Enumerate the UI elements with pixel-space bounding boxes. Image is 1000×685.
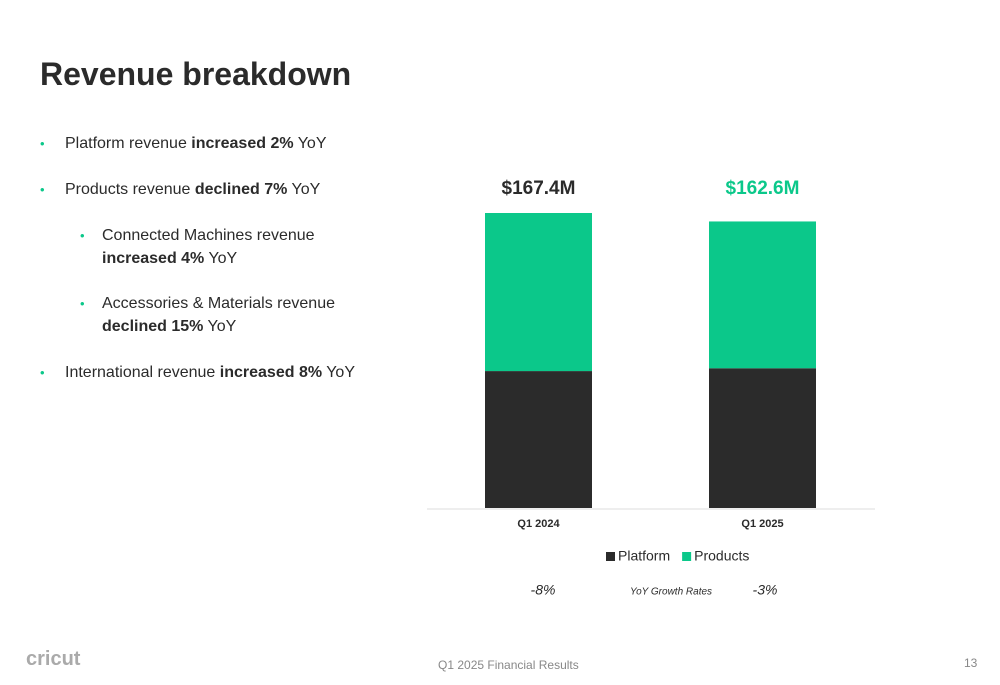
text: Platform revenue <box>65 135 192 152</box>
slide-title: Revenue breakdown <box>40 56 352 92</box>
bold-text: increased 8% <box>219 364 323 381</box>
bullet-dot: • <box>40 365 45 380</box>
x-tick-label: Q1 2024 <box>517 518 560 530</box>
bullet: • Products revenue declined 7% YoY <box>40 178 385 201</box>
bar-segment <box>709 221 816 369</box>
text: YoY <box>322 364 355 381</box>
footer-text: Q1 2025 Financial Results <box>438 658 579 672</box>
growth-rate: -3% <box>753 582 778 598</box>
total-label: $162.6M <box>726 178 800 199</box>
bold-text: increased 4% <box>102 250 205 267</box>
bar-segment <box>485 371 592 508</box>
bold-text: increased 2% <box>191 135 294 152</box>
text: Accessories & Materials revenue <box>102 295 340 312</box>
logo: cricut <box>26 648 81 670</box>
growth-rate: -8% <box>531 582 556 598</box>
legend-label: Platform <box>618 548 670 564</box>
text: Connected Machines revenue <box>102 227 320 244</box>
legend-label: Products <box>694 548 749 564</box>
text: YoY <box>287 181 321 198</box>
bar-segment <box>485 213 592 372</box>
bullet-dot: • <box>80 296 85 311</box>
bold-text: declined 7% <box>194 181 288 198</box>
x-tick-label: Q1 2025 <box>741 518 783 530</box>
bullet: • International revenue increased 8% YoY <box>40 361 385 384</box>
legend-swatch <box>682 552 692 561</box>
text: YoY <box>203 318 237 335</box>
text: YoY <box>204 250 238 267</box>
bullet: • Accessories & Materials revenue decline… <box>80 292 340 338</box>
page-number: 13 <box>964 656 978 670</box>
bar-segment <box>709 368 816 508</box>
bullet: • Connected Machines revenue increased 4%… <box>80 224 337 270</box>
text: YoY <box>293 135 327 152</box>
bullet-dot: • <box>40 136 45 151</box>
bullet-dot: • <box>80 228 85 243</box>
total-label: $167.4M <box>502 178 576 199</box>
bullet: • Platform revenue increased 2% YoY <box>40 132 385 155</box>
bullet-dot: • <box>40 182 45 197</box>
text: International revenue <box>65 364 220 381</box>
growth-label: YoY Growth Rates <box>630 587 712 598</box>
bold-text: declined 15% <box>102 318 204 335</box>
text: Products revenue <box>65 181 195 198</box>
legend-swatch <box>606 552 615 561</box>
